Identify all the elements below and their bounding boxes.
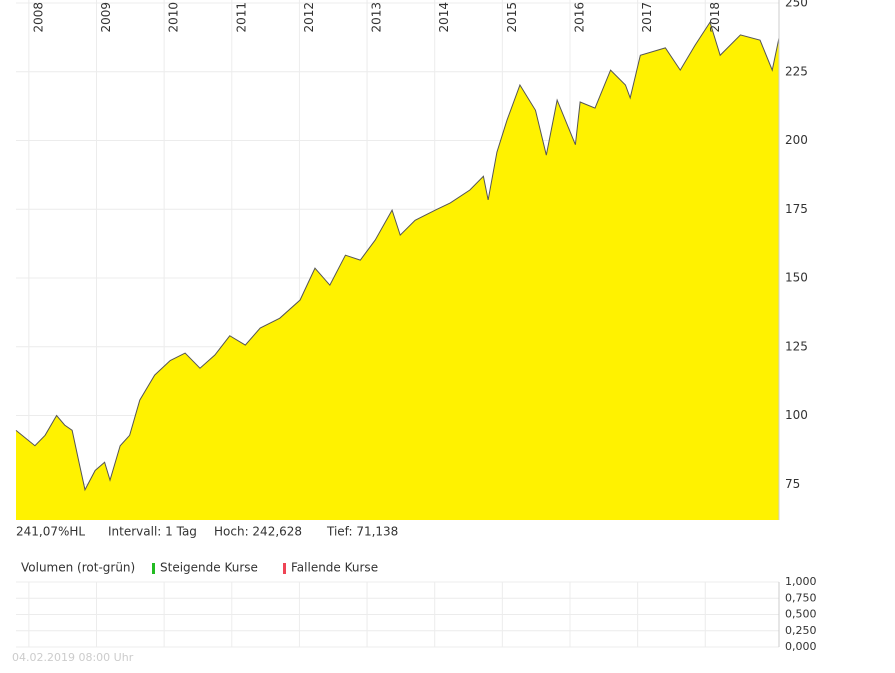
legend-label: Fallende Kurse (291, 561, 378, 575)
panel-title: Volumen (rot-grün) (21, 561, 135, 575)
x-tick-label: 2016 (572, 2, 586, 33)
y-tick-label: 100 (785, 408, 808, 422)
y-tick-label: 225 (785, 64, 808, 78)
legend-label: Steigende Kurse (160, 561, 258, 575)
y-tick-label: 125 (785, 339, 808, 353)
x-tick-label: 2008 (31, 2, 45, 33)
info-text: Intervall: 1 Tag (108, 525, 197, 539)
y-tick-label: 150 (785, 271, 808, 285)
legend-swatch (152, 563, 155, 574)
area-fill (16, 22, 779, 521)
timestamp: 04.02.2019 08:00 Uhr (12, 651, 134, 664)
legend-swatch (283, 563, 286, 574)
x-tick-label: 2017 (640, 2, 654, 33)
price-line (15, 21, 780, 492)
x-tick-label: 2011 (234, 2, 248, 33)
x-tick-label: 2015 (505, 2, 519, 33)
x-tick-label: 2013 (370, 2, 384, 33)
info-text: Hoch: 242,628 (214, 525, 302, 539)
y-tick-label: 0,500 (785, 608, 817, 621)
y-tick-label: 175 (785, 202, 808, 216)
y-tick-label: 250 (785, 0, 808, 10)
x-tick-label: 2014 (437, 2, 451, 33)
y-tick-label: 1,000 (785, 575, 817, 588)
x-tick-label: 2009 (99, 2, 113, 33)
y-tick-label: 75 (785, 477, 800, 491)
y-tick-label: 0,000 (785, 640, 817, 653)
y-tick-label: 200 (785, 133, 808, 147)
info-text: Tief: 71,138 (326, 525, 398, 539)
x-tick-label: 2012 (302, 2, 316, 33)
x-tick-label: 2010 (167, 2, 181, 33)
y-tick-label: 0,750 (785, 591, 817, 604)
x-tick-label: 2018 (708, 2, 722, 33)
info-text: 241,07%HL (16, 525, 85, 539)
y-tick-label: 0,250 (785, 624, 817, 637)
